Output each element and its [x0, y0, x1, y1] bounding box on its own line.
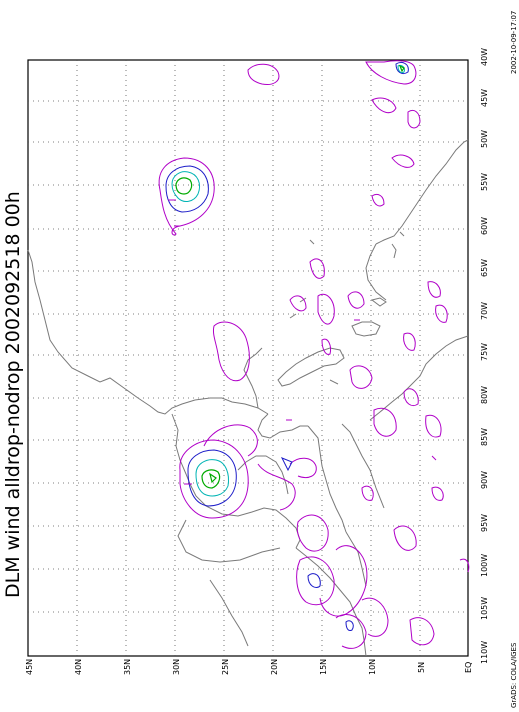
- lat-label-30n: 30N: [172, 659, 181, 675]
- credit-label: GrADS: COLA/IGES: [510, 642, 518, 708]
- lon-label-85w: 85W: [480, 428, 489, 446]
- lon-label-70w: 70W: [480, 302, 489, 320]
- lon-label-90w: 90W: [480, 471, 489, 489]
- longitude-labels: 40W 45W 50W 55W 60W 65W 70W 75W 80W 85W …: [480, 48, 489, 664]
- contour-markers: [168, 199, 437, 485]
- lat-label-40n: 40N: [74, 659, 83, 675]
- latitude-labels: EQ 5N 10N 15N 20N 25N 30N 35N 40N 45N: [25, 659, 473, 675]
- lat-label-5n: 5N: [417, 662, 426, 673]
- graticule: [28, 60, 468, 656]
- lon-label-60w: 60W: [480, 217, 489, 235]
- timestamp-label: 2002-10-09-17:07: [510, 11, 518, 74]
- lon-label-50w: 50W: [480, 130, 489, 148]
- lat-label-10n: 10N: [368, 659, 377, 675]
- map-title: DLM wind alldrop-nodrop 2002092518 00h: [2, 191, 24, 598]
- contours-outer: [158, 60, 470, 649]
- lon-label-55w: 55W: [480, 173, 489, 191]
- lon-label-45w: 45W: [480, 89, 489, 107]
- lon-label-105w: 105W: [480, 597, 489, 620]
- contours-core: [175, 64, 405, 489]
- lon-label-75w: 75W: [480, 343, 489, 361]
- lat-label-25n: 25N: [221, 659, 230, 675]
- lat-label-35n: 35N: [123, 659, 132, 675]
- lon-label-100w: 100W: [480, 554, 489, 577]
- lon-label-95w: 95W: [480, 514, 489, 532]
- coastlines: [27, 139, 469, 657]
- lon-label-80w: 80W: [480, 386, 489, 404]
- lat-label-eq: EQ: [464, 662, 473, 673]
- lat-label-20n: 20N: [270, 659, 279, 675]
- contours-inner: [171, 65, 405, 497]
- map-frame: [27, 59, 469, 657]
- lon-label-110w: 110W: [480, 641, 489, 664]
- lat-label-45n: 45N: [25, 659, 34, 675]
- lon-label-40w: 40W: [480, 48, 489, 66]
- lon-label-65w: 65W: [480, 259, 489, 277]
- lat-label-15n: 15N: [319, 659, 328, 675]
- contours-mid: [165, 61, 409, 631]
